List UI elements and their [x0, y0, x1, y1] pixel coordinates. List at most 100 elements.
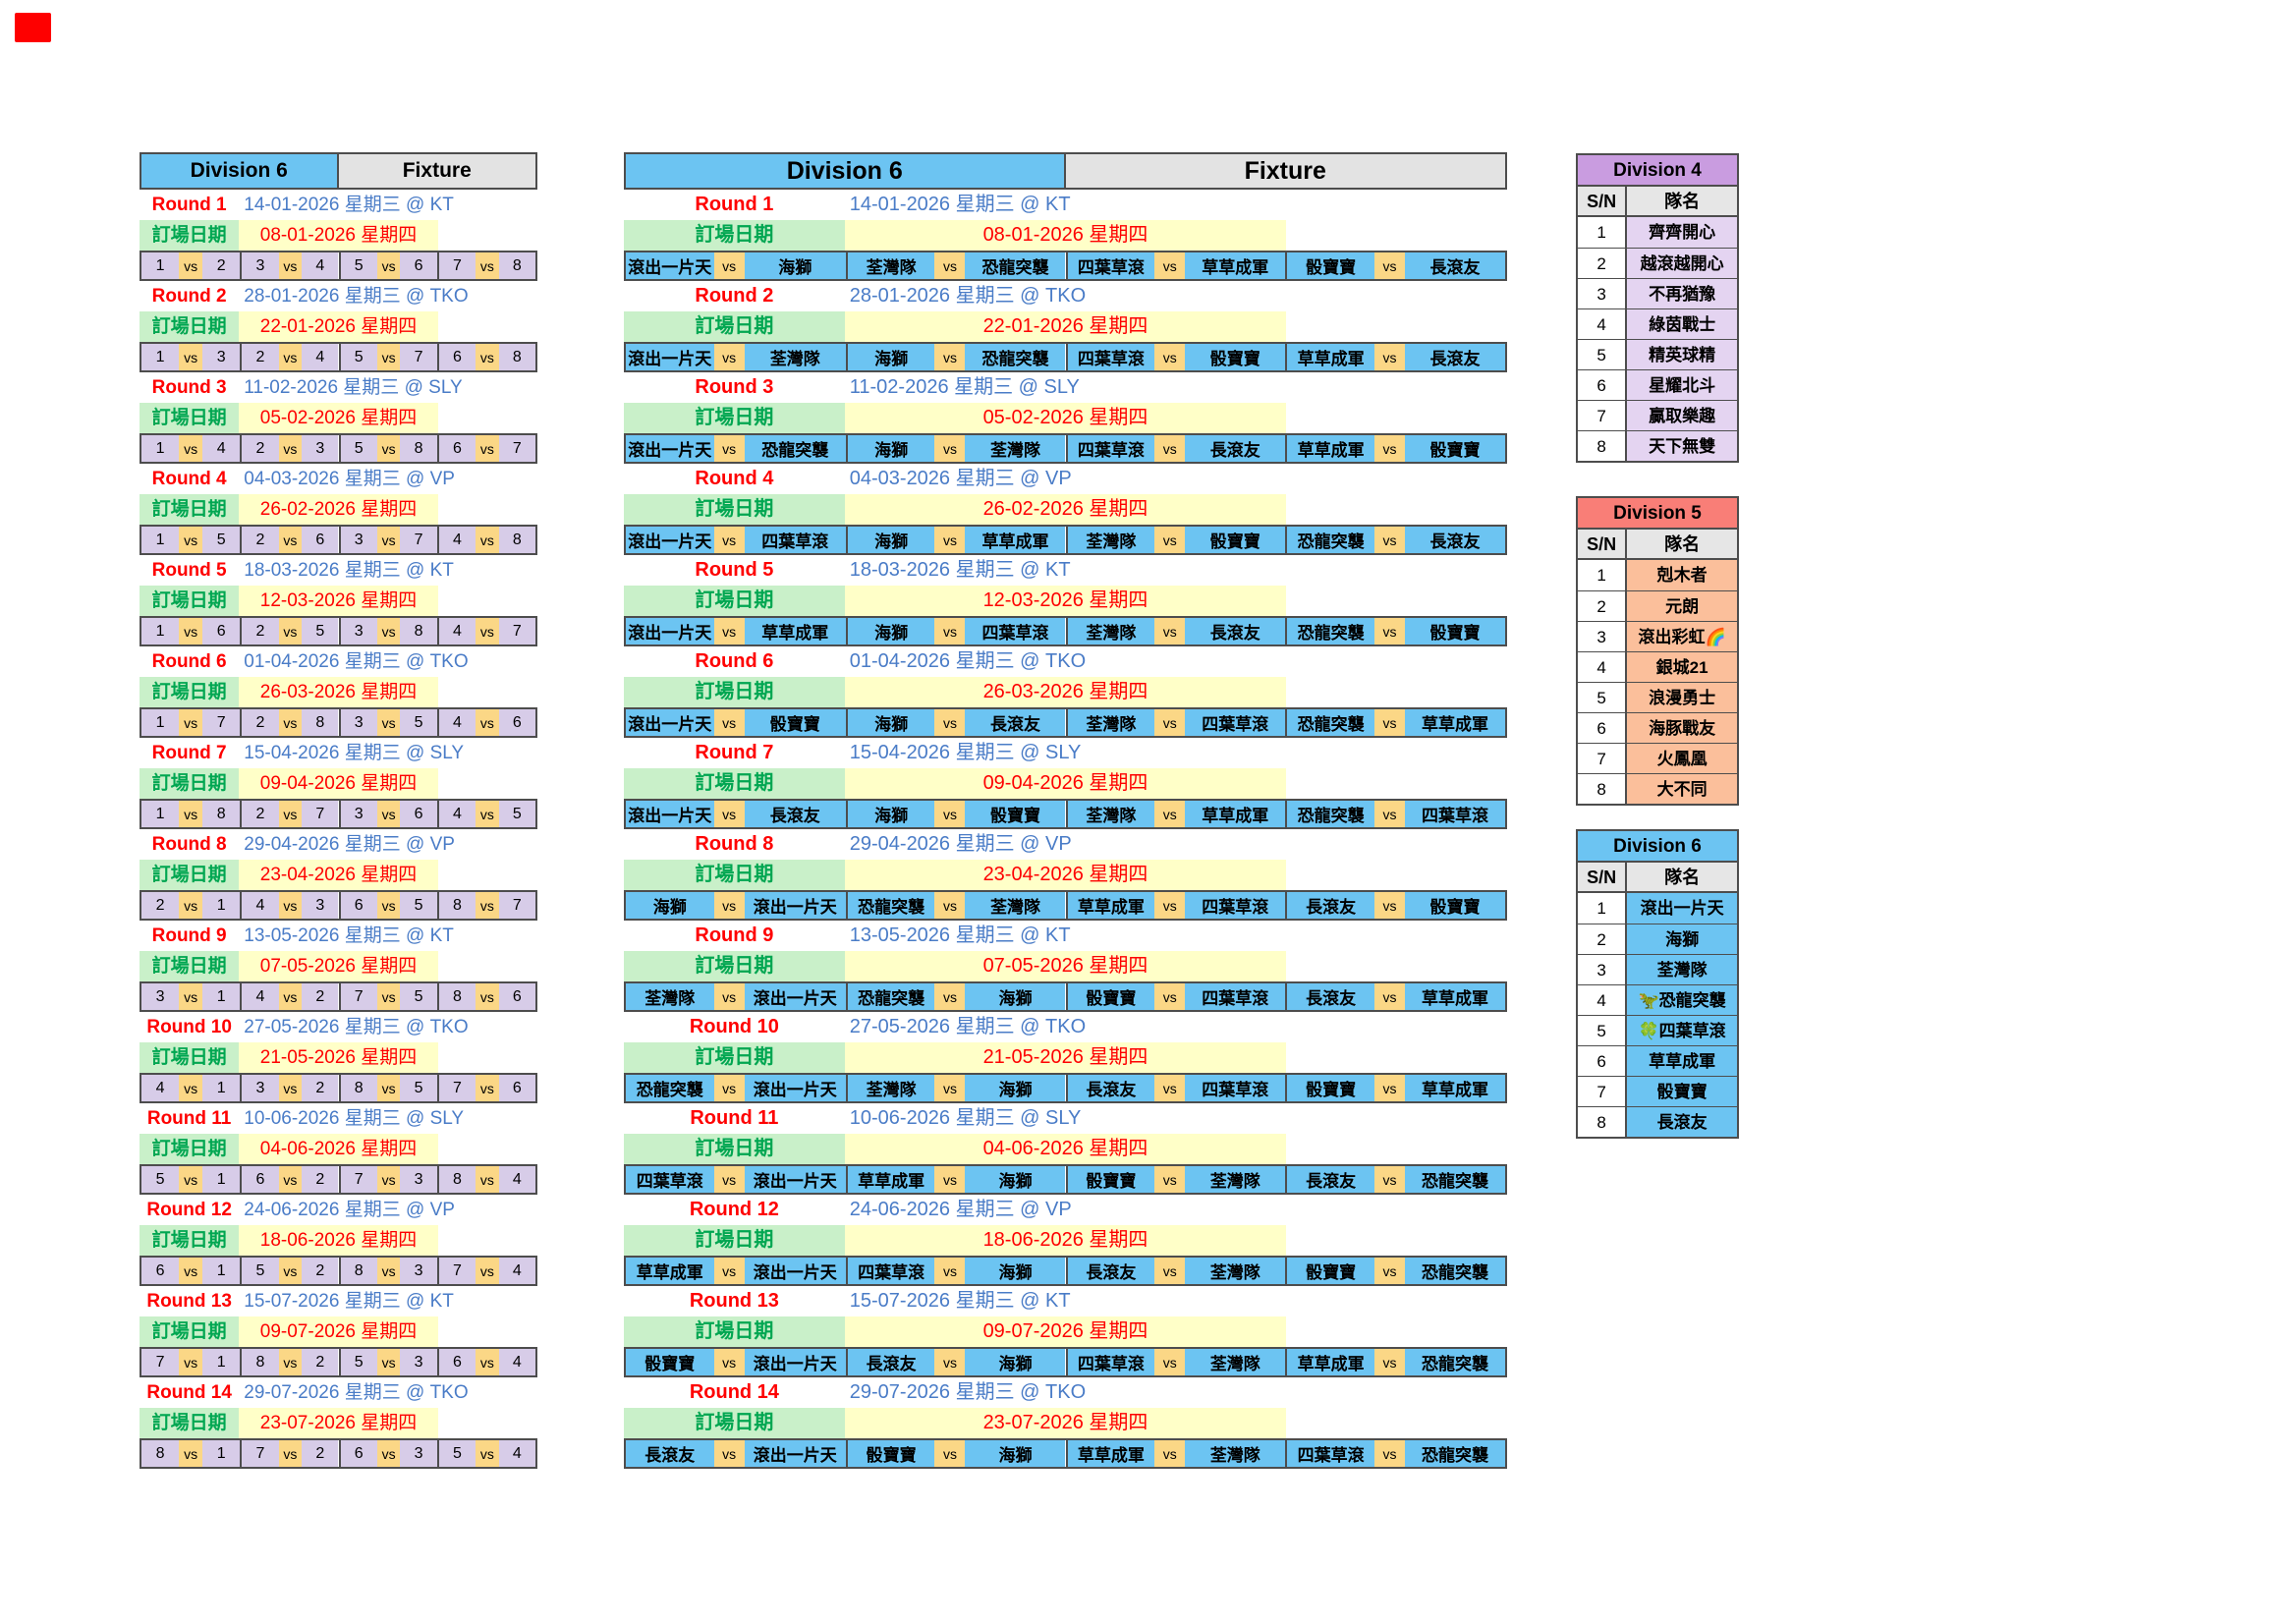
vs-cell: vs: [278, 709, 303, 736]
round-label: Round 13: [689, 1290, 779, 1312]
team-row: 5 精英球精: [1578, 339, 1737, 369]
home-cell: 4: [242, 892, 279, 919]
vs-cell: vs: [476, 618, 499, 644]
away-cell: 荃灣隊: [744, 344, 846, 370]
away-cell: 荃灣隊: [1185, 1440, 1286, 1467]
round-label: Round 5: [151, 560, 227, 581]
home-cell: 骰寶寶: [1287, 252, 1374, 279]
vs-cell: vs: [179, 983, 203, 1010]
match-pair: 3 vs 5: [338, 709, 437, 736]
vs-cell: vs: [713, 709, 745, 736]
team-name-cell: 長滾友: [1627, 1107, 1737, 1137]
booking-date: 04-06-2026 星期四: [844, 1134, 1287, 1164]
home-cell: 6: [438, 344, 476, 370]
home-cell: 2: [242, 709, 279, 736]
home-cell: 滾出一片天: [626, 801, 714, 827]
team-sn-cell: 1: [1578, 893, 1628, 924]
fixture-header: Fixture: [1065, 154, 1505, 188]
match-pair: 5 vs 7: [338, 344, 437, 370]
away-cell: 2: [302, 983, 339, 1010]
round-label: Round 14: [146, 1382, 232, 1403]
match-pair: 滾出一片天 vs 恐龍突襲: [626, 435, 846, 462]
vs-cell: vs: [934, 709, 966, 736]
booking-spacer: [438, 586, 537, 616]
home-cell: 5: [340, 1349, 377, 1375]
booking-spacer: [438, 1042, 537, 1073]
vs-cell: vs: [1154, 801, 1186, 827]
booking-spacer: [438, 1225, 537, 1256]
away-cell: 長滾友: [965, 709, 1066, 736]
booking-spacer: [1286, 860, 1507, 890]
home-cell: 2: [141, 892, 180, 919]
away-cell: 3: [400, 1166, 437, 1193]
home-cell: 8: [438, 892, 476, 919]
vs-cell: vs: [1154, 252, 1186, 279]
away-cell: 恐龍突襲: [1404, 1166, 1505, 1193]
away-cell: 骰寶寶: [744, 709, 846, 736]
booking-row: 訂場日期 23-04-2026 星期四: [140, 860, 537, 890]
match-pair: 2 vs 7: [240, 801, 339, 827]
match-pair: 4 vs 3: [240, 892, 339, 919]
team-row: 1 齊齊開心: [1578, 217, 1737, 248]
home-cell: 恐龍突襲: [847, 983, 935, 1010]
vs-cell: vs: [1154, 1075, 1186, 1101]
home-cell: 滾出一片天: [626, 252, 714, 279]
match-pair: 1 vs 7: [141, 709, 241, 736]
match-date: 04-03-2026 星期三 @ VP: [244, 469, 455, 489]
round-label: Round 7: [151, 743, 227, 763]
away-cell: 草草成軍: [1185, 252, 1286, 279]
team-row: 2 海獅: [1578, 924, 1737, 954]
match-pair: 海獅 vs 荃灣隊: [845, 435, 1066, 462]
away-cell: 海獅: [965, 1166, 1066, 1193]
home-cell: 長滾友: [1287, 1166, 1374, 1193]
vs-cell: vs: [934, 435, 966, 462]
match-pair: 草草成軍 vs 骰寶寶: [1285, 435, 1505, 462]
home-cell: 1: [141, 344, 180, 370]
booking-row: 訂場日期 18-06-2026 星期四: [624, 1225, 1507, 1256]
vs-cell: vs: [1154, 435, 1186, 462]
booking-spacer: [1286, 951, 1507, 981]
match-row: 滾出一片天 vs 長滾友 海獅 vs 骰寶寶 荃灣隊 vs 草草成軍 恐龍突襲 vs 四葉草滾: [624, 799, 1507, 829]
vs-cell: vs: [179, 1258, 203, 1284]
match-pair: 長滾友 vs 草草成軍: [1285, 983, 1505, 1010]
away-cell: 滾出一片天: [744, 1075, 846, 1101]
match-date: 04-03-2026 星期三 @ VP: [849, 468, 1072, 489]
team-name-cell: 滾出一片天: [1627, 893, 1737, 924]
match-pair: 6 vs 8: [436, 344, 535, 370]
team-row: 4 🦖恐龍突襲: [1578, 984, 1737, 1015]
match-pair: 草草成軍 vs 四葉草滾: [1065, 892, 1286, 919]
booking-label: 訂場日期: [624, 677, 845, 707]
division-card-title: Division 4: [1578, 155, 1737, 187]
booking-label: 訂場日期: [624, 220, 845, 251]
booking-date: 23-04-2026 星期四: [844, 860, 1287, 890]
team-name-cell: 星耀北斗: [1627, 370, 1737, 400]
match-pair: 海獅 vs 草草成軍: [845, 527, 1066, 553]
vs-cell: vs: [476, 801, 499, 827]
match-pair: 四葉草滾 vs 荃灣隊: [1065, 1349, 1286, 1375]
home-cell: 恐龍突襲: [1287, 618, 1374, 644]
division-card-column-header: S/N 隊名: [1578, 863, 1737, 893]
booking-date: 23-07-2026 星期四: [239, 1408, 438, 1438]
vs-cell: vs: [278, 1258, 303, 1284]
home-cell: 1: [141, 435, 180, 462]
team-sn-cell: 7: [1578, 1077, 1628, 1106]
home-cell: 8: [438, 983, 476, 1010]
booking-spacer: [1286, 1408, 1507, 1438]
match-date: 29-04-2026 星期三 @ VP: [849, 833, 1072, 855]
booking-spacer: [1286, 1316, 1507, 1347]
round-row: Round 1 14-01-2026 星期三 @ KT: [624, 190, 1507, 220]
booking-row: 訂場日期 22-01-2026 星期四: [624, 311, 1507, 342]
booking-spacer: [438, 860, 537, 890]
vs-cell: vs: [476, 1166, 499, 1193]
away-cell: 海獅: [965, 1440, 1066, 1467]
booking-spacer: [1286, 1134, 1507, 1164]
booking-label: 訂場日期: [624, 1042, 845, 1073]
vs-cell: vs: [476, 527, 499, 553]
away-cell: 8: [202, 801, 241, 827]
vs-cell: vs: [278, 1166, 303, 1193]
away-cell: 海獅: [744, 252, 846, 279]
round-row: Round 2 28-01-2026 星期三 @ TKO: [140, 281, 537, 311]
match-pair: 6 vs 7: [436, 435, 535, 462]
round-label: Round 10: [146, 1017, 232, 1037]
